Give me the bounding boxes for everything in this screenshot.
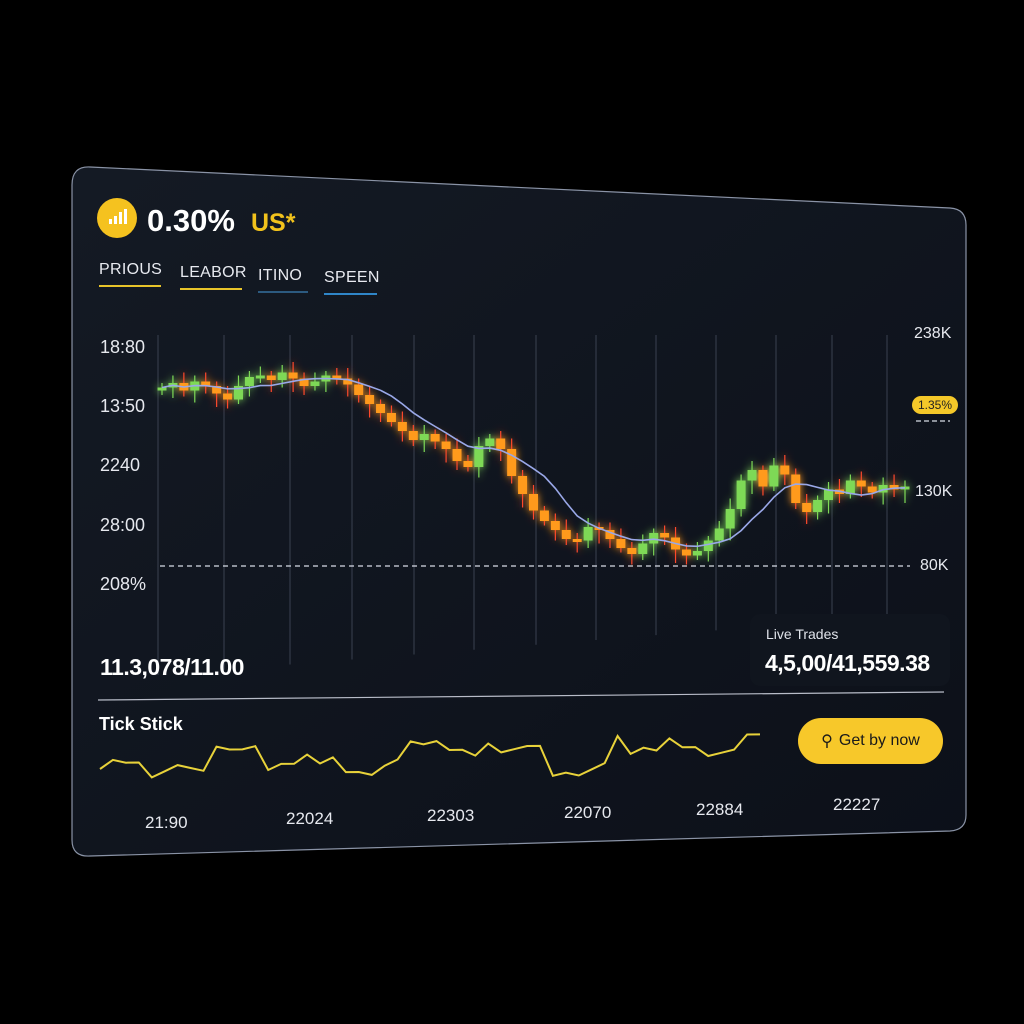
x-axis-label: 22024 [286, 809, 334, 828]
x-axis-label: 22227 [833, 795, 881, 814]
candle-body [386, 413, 396, 422]
candle-body [649, 533, 659, 544]
candle-body [233, 386, 243, 400]
tab-prious[interactable]: PRIOUS [99, 261, 162, 287]
candle-body [539, 510, 549, 521]
candle-body [223, 393, 233, 400]
candle-body [441, 441, 451, 449]
candle-body [627, 548, 637, 554]
tab-leabor[interactable]: LEABOR [180, 264, 246, 290]
tick-title: Tick Stick [99, 714, 183, 734]
candle-body [780, 465, 790, 475]
tab-speen[interactable]: SPEEN [324, 269, 379, 295]
candle-body [419, 434, 429, 440]
candle-body [878, 485, 888, 493]
candle-body [583, 527, 593, 541]
candle-body [408, 431, 418, 440]
candle-body [725, 509, 735, 529]
candle-body [736, 480, 746, 509]
header-value: 0.30% [147, 203, 235, 238]
candle-body [157, 387, 167, 391]
candle-body [266, 375, 276, 380]
header-currency: US* [251, 209, 296, 237]
candle-body [463, 461, 473, 467]
right-axis-mid: 130K [915, 483, 953, 500]
candlestick-series [157, 362, 910, 565]
candle-body [703, 540, 713, 551]
candle-body [507, 449, 517, 476]
candle-body [660, 533, 670, 538]
candle-body [550, 521, 560, 530]
candle-body [496, 438, 506, 449]
candle-body [365, 395, 375, 404]
candle-body [769, 465, 779, 487]
candle-body [397, 422, 407, 431]
candle-body [277, 372, 287, 380]
candle-body [212, 386, 222, 394]
candle-body [824, 489, 834, 500]
x-axis-label: 22303 [427, 806, 475, 825]
candle-body [529, 494, 538, 511]
moving-average-line [161, 377, 906, 548]
candle-body [681, 549, 691, 556]
candle-body [430, 434, 440, 442]
left-stat-value: 11.3,078/11.00 [100, 654, 244, 680]
candle-body [605, 530, 615, 539]
candle-body [856, 480, 866, 487]
y-axis-label: 18:80 [100, 337, 146, 357]
x-axis-label: 21:90 [145, 813, 188, 832]
y-axis-label: 208% [100, 574, 147, 594]
candle-body [692, 551, 702, 556]
right-axis-top: 238K [914, 325, 952, 342]
candle-body [485, 438, 495, 446]
y-axis-label: 13:50 [100, 396, 146, 416]
candle-body [244, 377, 254, 386]
candle-body [201, 381, 211, 386]
divider [97, 691, 945, 701]
candle-body [452, 449, 462, 461]
candle-body [343, 378, 353, 385]
candle-body [354, 384, 364, 395]
right-axis-low: 80K [920, 557, 949, 574]
candle-body [616, 539, 626, 548]
candle-body [376, 404, 386, 413]
candle-body [310, 381, 320, 386]
live-trades-panel [750, 614, 950, 686]
buy-button-label: Get by now [838, 732, 920, 749]
candle-body [288, 372, 298, 379]
candle-body [255, 375, 265, 379]
candle-body [518, 476, 528, 494]
candle-body [889, 485, 899, 490]
x-axis-label: 22884 [696, 800, 744, 819]
tick-sparkline [99, 733, 761, 779]
candle-body [813, 500, 823, 512]
candle-body [561, 530, 571, 539]
candle-body [714, 528, 724, 541]
live-trades-label: Live Trades [766, 626, 839, 642]
candle-body [572, 539, 582, 542]
candle-body [332, 375, 342, 379]
candle-body [638, 543, 648, 554]
candle-body [299, 378, 309, 386]
candle-body [845, 480, 855, 494]
candle-body [867, 486, 877, 493]
candle-body [747, 470, 757, 481]
get-by-now-button[interactable]: ⚲ Get by now [798, 718, 943, 764]
percent-badge: 1.35% [912, 396, 959, 414]
live-trades-value: 4,5,00/41,559.38 [765, 650, 930, 676]
candle-body [474, 446, 484, 467]
y-axis-label: 2240 [100, 455, 141, 475]
candle-body [791, 474, 801, 503]
candle-body [802, 503, 812, 512]
y-axis-label: 28:00 [100, 515, 146, 535]
search-icon: ⚲ [821, 733, 833, 750]
bar-signal-icon [97, 198, 137, 238]
candle-body [758, 470, 768, 487]
chart-gridlines [157, 335, 888, 675]
tab-itino[interactable]: ITINO [258, 267, 308, 293]
x-axis-label: 22070 [564, 803, 612, 822]
